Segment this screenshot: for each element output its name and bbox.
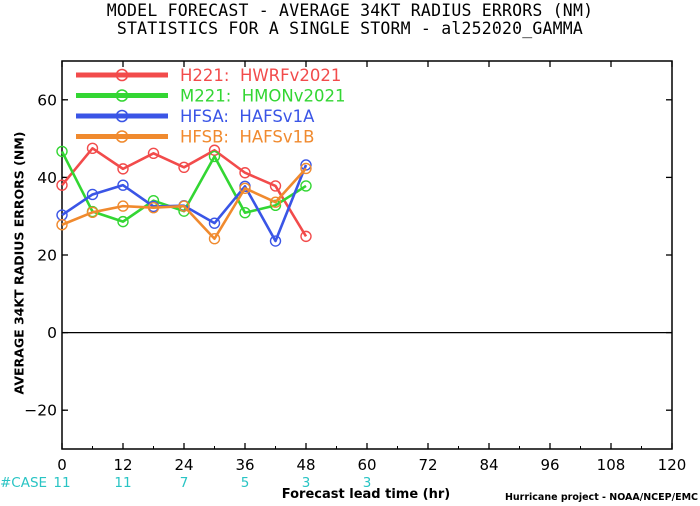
legend-label: H221: HWRFv2021: [180, 66, 341, 85]
case-count: 5: [241, 475, 250, 491]
x-tick-label: 0: [57, 456, 67, 474]
legend-swatch-marker: [115, 109, 129, 123]
data-point: [208, 150, 221, 163]
data-point: [239, 167, 251, 179]
chart-subtitle: STATISTICS FOR A SINGLE STORM - al252020…: [116, 19, 584, 38]
data-point: [117, 215, 129, 228]
x-tick-label: 60: [357, 456, 376, 474]
x-axis-label: Forecast lead time (hr): [281, 487, 451, 502]
x-tick-label: 12: [113, 456, 132, 474]
y-axis-label: AVERAGE 34KT RADIUS ERRORS (NM): [11, 131, 27, 395]
case-row-label: #CASE: [0, 475, 47, 491]
data-point: [147, 201, 160, 214]
data-point: [269, 235, 282, 247]
legend-entry: HFSB: HAFSv1B: [76, 128, 314, 147]
x-tick-label: 84: [479, 456, 498, 474]
y-tick-label: 20: [37, 247, 57, 265]
data-point: [147, 147, 160, 160]
data-point: [117, 179, 129, 191]
legend-label: HFSA: HAFSv1A: [180, 107, 315, 126]
legend-swatch-marker: [115, 130, 129, 143]
data-point: [56, 219, 68, 231]
legend-label: M221: HMONv2021: [180, 87, 346, 106]
x-tick-label: 108: [597, 456, 626, 474]
data-point: [86, 142, 99, 155]
y-tick-label: 40: [37, 169, 57, 187]
data-point: [239, 182, 251, 194]
case-count: 7: [180, 475, 189, 491]
x-tick-label: 48: [296, 456, 315, 474]
data-point: [269, 196, 282, 208]
series-line: [61, 164, 308, 243]
data-point: [178, 161, 190, 174]
data-point: [117, 163, 129, 175]
data-point: [208, 233, 221, 245]
series-line: [60, 147, 308, 238]
x-tick-label: 24: [174, 456, 193, 474]
series-3: [56, 162, 312, 245]
data-point: [300, 230, 312, 243]
data-point: [86, 188, 99, 201]
y-tick-label: −20: [24, 402, 57, 420]
case-count: 11: [53, 475, 70, 491]
data-point: [239, 207, 251, 219]
data-point: [300, 180, 312, 192]
chart-title: MODEL FORECAST - AVERAGE 34KT RADIUS ERR…: [106, 1, 594, 20]
data-point: [56, 179, 68, 191]
case-count: 11: [114, 475, 131, 491]
case-count: 3: [302, 475, 311, 491]
data-point: [56, 145, 68, 158]
x-tick-label: 96: [540, 456, 559, 474]
data-point: [178, 200, 190, 212]
data-point: [86, 206, 99, 219]
credit-text: Hurricane project - NOAA/NCEP/EMC: [504, 492, 698, 503]
x-tick-label: 120: [658, 456, 687, 474]
legend-entry: M221: HMONv2021: [76, 87, 346, 106]
x-tick-label: 36: [235, 456, 254, 474]
y-tick-label: 0: [47, 324, 57, 342]
data-point: [300, 162, 312, 175]
legend-entry: H221: HWRFv2021: [76, 66, 341, 85]
legend-swatch-marker: [115, 89, 129, 102]
legend-label: HFSB: HAFSv1B: [180, 128, 314, 147]
legend-entry: HFSA: HAFSv1A: [76, 107, 315, 126]
series-line: [61, 167, 307, 241]
x-tick-label: 72: [418, 456, 437, 474]
data-point: [208, 217, 221, 229]
case-count: 3: [363, 475, 372, 491]
legend-swatch-marker: [115, 68, 129, 82]
plot-frame: [61, 60, 673, 450]
series-1: [56, 145, 312, 228]
data-point: [117, 200, 129, 212]
y-tick-label: 60: [37, 91, 57, 109]
data-point: [269, 180, 282, 192]
